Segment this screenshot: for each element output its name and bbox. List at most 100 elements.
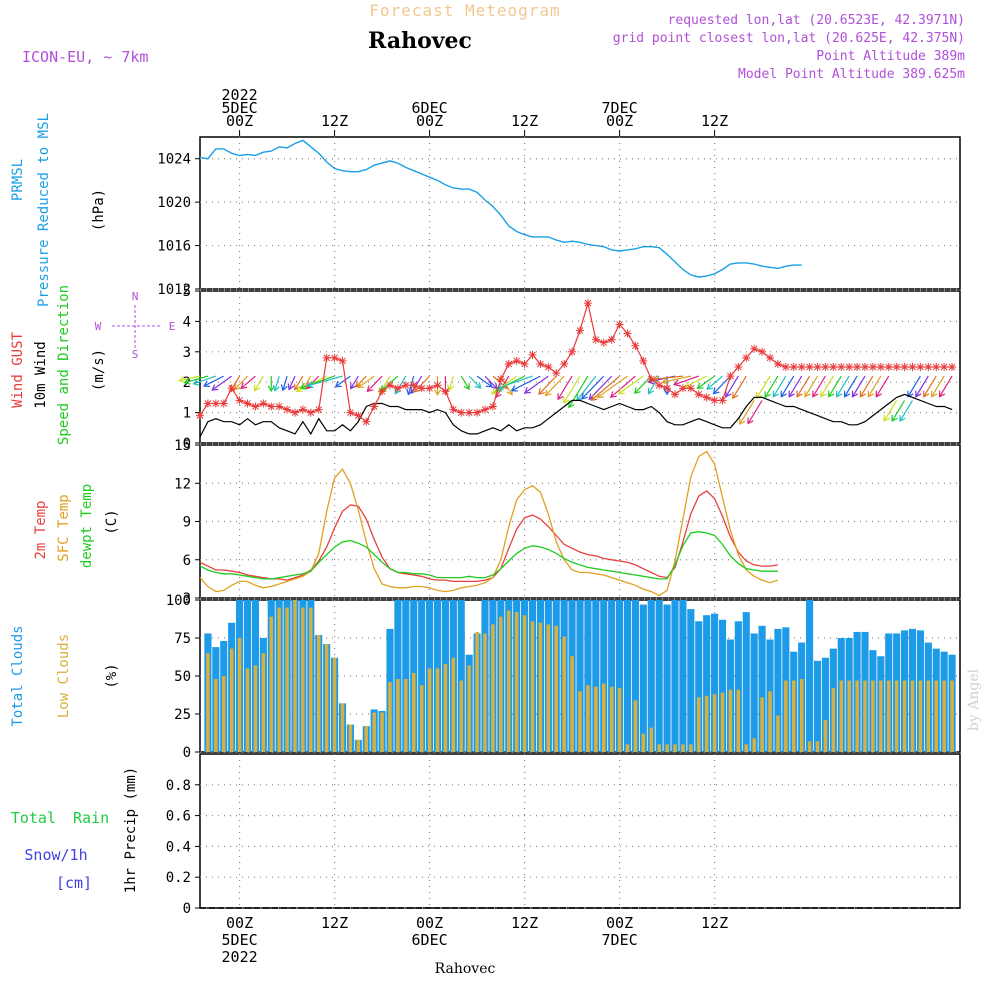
- total-cloud-bar: [576, 600, 584, 752]
- gust-marker: [488, 402, 497, 411]
- wind-arrow-shaft: [788, 375, 803, 398]
- wind-arrow-shaft: [739, 400, 755, 425]
- rain-label: Total Rain: [11, 809, 109, 827]
- gust-marker: [473, 408, 482, 417]
- gust-marker: [932, 363, 941, 371]
- total-cloud-bar: [711, 613, 719, 752]
- gust-marker: [948, 363, 957, 371]
- wind-arrow-head: [755, 392, 763, 400]
- low-cloud-bar: [530, 621, 535, 752]
- temp-line-dew: [199, 531, 778, 580]
- wind-arrow: [280, 375, 288, 392]
- low-cloud-bar: [404, 679, 408, 752]
- y-tick-label: 3: [183, 591, 191, 607]
- y-tick-label: 12: [174, 476, 191, 492]
- wind-arrow: [299, 375, 335, 390]
- gust-marker: [504, 359, 513, 368]
- wind-arrow: [851, 375, 866, 398]
- wind-arrow: [460, 375, 470, 391]
- wind-arrow: [812, 375, 826, 398]
- wind-arrow-shaft: [883, 400, 898, 422]
- wind-arrow: [394, 375, 407, 395]
- total-cloud-bar: [418, 600, 426, 752]
- low-cloud-bar: [681, 744, 685, 752]
- wind-arrow-head: [647, 387, 655, 395]
- gust-marker: [710, 396, 719, 405]
- low-cloud-bar: [467, 665, 471, 752]
- pressure-label: PRMSL: [10, 159, 26, 201]
- total-cloud-bar: [600, 600, 608, 752]
- wind-arrow-head: [883, 415, 890, 423]
- gust-marker: [781, 363, 790, 371]
- wind-arrow-head: [544, 389, 552, 397]
- gust-marker: [615, 320, 624, 329]
- wind-arrow-head: [299, 382, 307, 390]
- wind-arrow: [203, 375, 225, 388]
- total-cloud-bar: [616, 600, 624, 752]
- wind-arrow-shaft: [915, 375, 929, 398]
- wind-arrow-head: [211, 384, 219, 391]
- low-cloud-bar: [855, 680, 859, 752]
- wind-arrow: [557, 375, 573, 401]
- gust-marker: [892, 363, 901, 371]
- wind-arrow-shaft: [410, 375, 423, 394]
- total-cloud-bar: [750, 633, 758, 752]
- pressure-line: [199, 139, 802, 278]
- wind-arrow: [931, 375, 945, 398]
- wind-arrow-head: [581, 392, 588, 400]
- low-cloud-bar: [942, 680, 946, 752]
- top-time-label: 00Z: [606, 112, 633, 130]
- low-cloud-bar: [483, 633, 487, 752]
- low-cloud-bar: [863, 680, 867, 752]
- low-cloud-bar: [578, 691, 582, 752]
- top-time-label: 12Z: [511, 112, 538, 130]
- total-cloud-bar: [774, 628, 782, 752]
- wind-arrow-shaft: [610, 375, 636, 398]
- low-cloud-bar: [720, 692, 725, 752]
- low-cloud-bar: [435, 668, 440, 752]
- wind-arrow-head: [875, 390, 882, 398]
- wind-arrow-shaft: [844, 375, 858, 398]
- low-cloud-bar: [950, 680, 954, 752]
- wind-arrow: [696, 375, 715, 390]
- model-altitude: Model Point Altitude 389.625m: [738, 67, 965, 82]
- wind-arrow-head: [907, 390, 914, 398]
- wind-arrow-shaft: [357, 375, 375, 389]
- low-cloud-bar: [499, 616, 503, 752]
- gust-marker: [560, 359, 569, 368]
- wind-arrow-head: [523, 387, 531, 394]
- gust-marker: [591, 335, 600, 344]
- wind-arrow: [673, 375, 699, 387]
- wind-arrow-head: [899, 415, 906, 423]
- wind-arrow-shaft: [685, 375, 707, 388]
- watermark: by Angel: [966, 668, 982, 731]
- low-cloud-bar: [222, 676, 226, 752]
- gust-marker: [678, 384, 687, 393]
- gust-marker: [884, 363, 893, 371]
- low-cloud-bar: [594, 686, 598, 752]
- wind-arrow-shaft: [581, 375, 605, 400]
- wind-arrow: [899, 400, 914, 423]
- footer-station: Rahovec: [435, 961, 496, 977]
- gust-marker: [362, 417, 371, 426]
- gust-marker: [742, 353, 751, 362]
- low-cloud-bar: [206, 653, 210, 752]
- wind-arrow: [772, 375, 787, 398]
- low-cloud-bar: [301, 607, 305, 752]
- gust-marker: [734, 363, 743, 371]
- wind-arrow: [183, 375, 209, 385]
- low-cloud-bar: [871, 680, 875, 752]
- y-tick-label: 0.6: [166, 809, 191, 825]
- gust-marker: [908, 363, 917, 371]
- wind-arrow: [468, 375, 482, 389]
- wind-arrow-head: [712, 387, 720, 395]
- y-tick-label: 0: [183, 745, 191, 761]
- gust-marker: [766, 353, 774, 362]
- top-time-label: 7DEC: [602, 99, 638, 117]
- wind-arrow-shaft: [563, 375, 581, 404]
- wind-arrow: [732, 375, 747, 400]
- gust-marker: [203, 399, 212, 408]
- wind-arrow: [764, 375, 779, 399]
- gust-marker: [211, 399, 220, 408]
- bottom-time-label: 2022: [222, 948, 258, 966]
